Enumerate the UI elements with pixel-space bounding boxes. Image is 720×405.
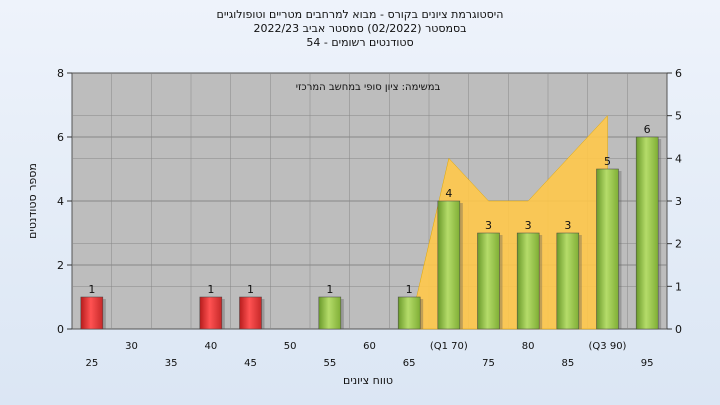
bar-value-label: 1 xyxy=(207,283,214,296)
y-axis-label: מספר סטודנטים xyxy=(26,163,39,239)
x-tick-label: 55 xyxy=(323,358,336,369)
x-tick-label: 35 xyxy=(165,358,178,369)
bar xyxy=(437,200,461,330)
bar-value-label: 4 xyxy=(445,187,452,200)
bar-value-label: 6 xyxy=(644,123,651,136)
y2-tick-label: 5 xyxy=(675,110,682,123)
x-tick-label: 65 xyxy=(403,358,416,369)
chart-title-line-3: סטודנטים רשומים - 54 xyxy=(306,36,414,49)
chart-title-line-2: בסמסטר (02/2022) סמסטר אביב 2022/23 xyxy=(253,22,467,35)
y2-tick-label: 3 xyxy=(675,195,682,208)
bar xyxy=(635,136,659,330)
y2-tick-label: 0 xyxy=(675,323,682,336)
x-tick-label: 40 xyxy=(204,341,217,352)
y2-tick-label: 4 xyxy=(675,152,682,165)
y-tick-label: 2 xyxy=(57,259,64,272)
bar-value-label: 3 xyxy=(485,219,492,232)
bar-value-label: 1 xyxy=(88,283,95,296)
y-tick-label: 6 xyxy=(57,131,64,144)
bar xyxy=(397,296,421,330)
y-tick-label: 8 xyxy=(57,67,64,80)
y2-tick-label: 6 xyxy=(675,67,682,80)
chart-title-line-1: היסטוגרמת ציונים בקורס - מבוא למרחבים מט… xyxy=(216,8,504,21)
x-tick-label: 95 xyxy=(641,358,654,369)
bar xyxy=(556,232,580,330)
y-tick-label: 0 xyxy=(57,323,64,336)
y2-tick-label: 2 xyxy=(675,238,682,251)
x-tick-label: 50 xyxy=(284,341,297,352)
bar xyxy=(477,232,500,330)
x-tick-label: 45 xyxy=(244,358,257,369)
bar xyxy=(199,296,223,330)
x-tick-label: 75 xyxy=(482,358,495,369)
y-tick-label: 4 xyxy=(57,195,64,208)
x-tick-label: 25 xyxy=(85,358,98,369)
y2-tick-label: 1 xyxy=(675,280,682,293)
bar xyxy=(239,296,262,330)
bar xyxy=(318,296,342,330)
chart-annotation: במשימה: ציון סופי במחשב המרכזי xyxy=(296,82,441,93)
x-tick-label: (Q3 90) xyxy=(589,341,627,352)
bar xyxy=(516,232,540,330)
bar xyxy=(596,168,619,330)
x-axis-label: טווח ציונים xyxy=(343,374,393,387)
bar-value-label: 5 xyxy=(604,155,611,168)
x-tick-label: 85 xyxy=(561,358,574,369)
bar-value-label: 1 xyxy=(406,283,413,296)
x-tick-label: 60 xyxy=(363,341,376,352)
bar-value-label: 3 xyxy=(525,219,532,232)
x-tick-label: 80 xyxy=(522,341,535,352)
bar-value-label: 1 xyxy=(326,283,333,296)
bar-value-label: 3 xyxy=(564,219,571,232)
bar xyxy=(80,296,104,330)
x-tick-label: 30 xyxy=(125,341,138,352)
bar-layer: 1 1 1 1 1 4 3 3 3 5 6 xyxy=(80,123,662,330)
bar-value-label: 1 xyxy=(247,283,254,296)
x-tick-label: (Q1 70) xyxy=(430,341,468,352)
